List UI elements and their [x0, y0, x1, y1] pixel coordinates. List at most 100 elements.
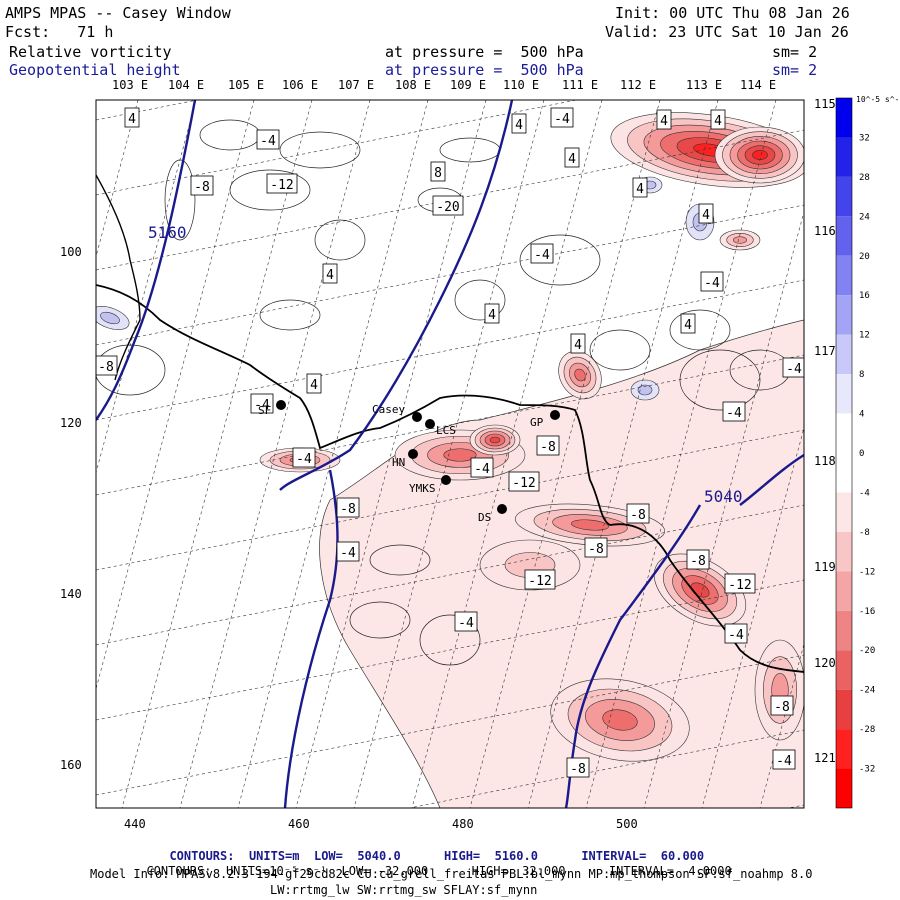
vorticity-label: -8 — [570, 762, 586, 777]
y-axis-tick-label: 100 — [60, 245, 82, 259]
lon-label-top: 110 E — [503, 78, 539, 92]
longitude-gridline — [237, 100, 429, 808]
lon-label-top: 112 E — [620, 78, 656, 92]
vorticity-label: -8 — [340, 502, 356, 517]
colorbar-swatch — [836, 453, 852, 493]
colorbar-label: 0 — [859, 449, 864, 459]
vorticity-label-box — [430, 161, 446, 182]
vorticity-label: 4 — [684, 318, 692, 333]
latitude-gridline — [407, 729, 804, 808]
vorticity-label-box — [698, 203, 714, 224]
station-marker — [276, 400, 286, 410]
colorbar-label: 32 — [859, 133, 870, 143]
colorbar-swatch — [836, 98, 852, 138]
vorticity-label-box — [570, 333, 586, 354]
colorbar-swatch — [836, 768, 852, 808]
vorticity-label-box — [432, 195, 464, 216]
station-marker — [441, 475, 451, 485]
vorticity-label-box — [508, 471, 540, 492]
vorticity-label: -4 — [534, 248, 550, 263]
init-time: Init: 00 UTC Thu 08 Jan 26 — [615, 4, 850, 22]
vorticity-label: -12 — [270, 178, 293, 193]
station-label: Casey — [372, 403, 405, 416]
forecast-hour: Fcst: 71 h — [5, 23, 114, 41]
y-axis-tick-label: 160 — [60, 758, 82, 772]
vorticity-contour — [439, 137, 501, 163]
lon-label-top: 104 E — [168, 78, 204, 92]
colorbar-label: 16 — [859, 291, 870, 301]
vorticity-central-band — [443, 448, 477, 462]
lon-label-top: 106 E — [282, 78, 318, 92]
vorticity-label-box — [470, 457, 494, 478]
station-label: HN — [392, 456, 405, 469]
colorbar-swatch — [836, 176, 852, 217]
vorticity-label: -8 — [98, 360, 114, 375]
vorticity-label: 4 — [515, 118, 523, 133]
vorticity-label-box — [124, 107, 140, 128]
colorbar-swatch — [836, 729, 852, 769]
vorticity-label: 4 — [488, 308, 496, 323]
colorbar-swatch — [836, 689, 852, 730]
lon-label-top: 107 E — [338, 78, 374, 92]
colorbar-label: 4 — [859, 410, 864, 420]
longitude-gridline — [585, 100, 777, 808]
vorticity-label: -8 — [588, 542, 604, 557]
vorticity-label-box — [680, 313, 696, 334]
vorticity-label: 4 — [636, 182, 644, 197]
colorbar-label: 24 — [859, 212, 870, 222]
colorbar-label: -24 — [859, 686, 875, 696]
field2-name: Geopotential height — [9, 61, 181, 79]
colorbar-label: -28 — [859, 725, 875, 735]
vorticity-label-box — [96, 355, 118, 376]
vorticity-contour — [96, 344, 166, 396]
station-marker — [408, 449, 418, 459]
longitude-gridline — [295, 100, 487, 808]
colorbar-label: -12 — [859, 567, 875, 577]
vorticity-label-box — [511, 113, 527, 134]
colorbar-swatch — [836, 255, 852, 296]
vorticity-label-box — [700, 271, 724, 292]
geopotential-height-contour — [96, 100, 197, 421]
lon-label-top: 105 E — [228, 78, 264, 92]
y-axis-tick-label: 140 — [60, 587, 82, 601]
vorticity-contour — [679, 349, 761, 411]
vorticity-label-box — [190, 175, 214, 196]
field1-level: at pressure = 500 hPa — [385, 43, 584, 61]
vorticity-label: -4 — [786, 362, 802, 377]
vorticity-label-box — [686, 549, 710, 570]
station-label: DS — [478, 511, 491, 524]
vorticity-label: 4 — [568, 152, 576, 167]
vorticity-label: -8 — [774, 700, 790, 715]
vorticity-label: 4 — [128, 112, 136, 127]
vorticity-contour — [669, 309, 731, 351]
colorbar-label: 8 — [859, 370, 864, 380]
vorticity-label: -4 — [474, 462, 490, 477]
longitude-gridline — [353, 100, 545, 808]
colorbar-swatch — [836, 571, 852, 611]
colorbar-label: -4 — [859, 488, 870, 498]
colorbar-swatch — [836, 610, 852, 651]
vorticity-label-box — [770, 695, 794, 716]
station-marker — [497, 504, 507, 514]
vorticity-contour — [199, 119, 261, 151]
x-axis-tick-label: 480 — [452, 817, 474, 831]
footer-model-info-2: LW:rrtmg_lw SW:rrtmg_sw SFLAY:sf_mynn — [270, 883, 538, 897]
vorticity-label-box — [564, 147, 580, 168]
vorticity-label: -4 — [776, 754, 792, 769]
vorticity-label-box — [782, 357, 804, 378]
vorticity-label-box — [336, 497, 360, 518]
height-label-5040: 5040 — [704, 487, 743, 506]
station-label: YMKS — [409, 482, 436, 495]
footer-model-info: Model Info: MPASv8.2.3-194-gf29cd82c CU:… — [90, 867, 813, 881]
vorticity-label-box — [336, 541, 360, 562]
lon-label-top: 108 E — [395, 78, 431, 92]
colorbar-swatch — [836, 374, 852, 414]
height-label-5160: 5160 — [148, 223, 187, 242]
colorbar-label: -16 — [859, 607, 875, 617]
x-axis-tick-label: 500 — [616, 817, 638, 831]
vorticity-label: -12 — [528, 574, 551, 589]
vorticity-label: -4 — [458, 616, 474, 631]
vorticity-contour — [519, 234, 601, 286]
vorticity-ds-east — [571, 519, 609, 531]
colorbar-frame — [835, 97, 853, 809]
